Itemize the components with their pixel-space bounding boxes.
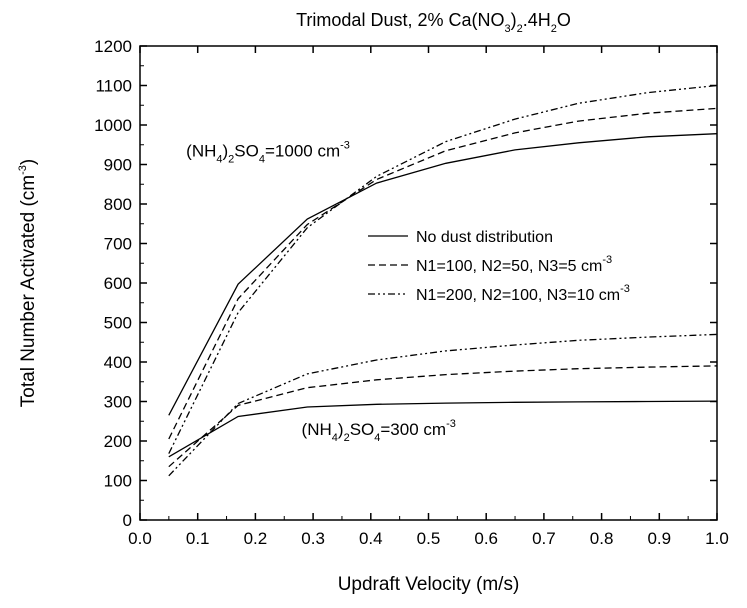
annotation-label: (NH4)2SO4=300 cm-3	[302, 418, 456, 444]
x-tick-label: 0.7	[532, 529, 556, 548]
series-line-1000-dashdotdot	[168, 84, 718, 454]
text-part: N1=100, N2=50, N3=5 cm	[416, 258, 602, 275]
series-line-1000-dashed	[168, 107, 718, 440]
text-part: )	[511, 10, 517, 30]
x-axis-title: Updraft Velocity (m/s)	[338, 574, 520, 595]
text-part: -3	[620, 283, 630, 295]
y-tick-label: 500	[104, 314, 132, 333]
text-part: (NH	[186, 142, 216, 161]
x-tick-label: 1.0	[705, 529, 729, 548]
text-part: No dust distribution	[416, 229, 553, 246]
text-part: =1000 cm	[265, 142, 340, 161]
annotations: (NH4)2SO4=1000 cm-3(NH4)2SO4=300 cm-3	[186, 140, 456, 444]
x-tick-label: 0.5	[417, 529, 441, 548]
text-part: 4	[216, 154, 222, 166]
legend-label: No dust distribution	[416, 229, 553, 246]
y-tick-label: 600	[104, 274, 132, 293]
y-axis-title: Total Number Activated (cm-3)	[17, 159, 39, 407]
y-tick-label: 300	[104, 393, 132, 412]
y-tick-label: 700	[104, 235, 132, 254]
text-part: Trimodal Dust, 2% Ca(NO	[296, 10, 504, 30]
y-tick-label: 1100	[95, 77, 132, 96]
text-part: -3	[602, 254, 612, 266]
text-part: 4	[374, 432, 380, 444]
text-part: 2	[551, 23, 557, 35]
text-part: O	[557, 10, 571, 30]
x-tick-label: 0.0	[128, 529, 152, 548]
text-part: 4	[259, 154, 265, 166]
text-part: -3	[17, 165, 29, 175]
text-part: 2	[517, 23, 523, 35]
text-part: =300 cm	[380, 420, 446, 439]
y-tick-label: 400	[104, 353, 132, 372]
chart-title: Trimodal Dust, 2% Ca(NO3)2.4H2O	[296, 10, 571, 35]
text-part: -3	[340, 140, 350, 152]
y-tick-label: 800	[104, 195, 132, 214]
text-part: -3	[446, 418, 456, 430]
text-part: .4H	[523, 10, 551, 30]
plot-frame	[139, 45, 718, 521]
axis-ticks: 0.0 0.1 0.2 0.3 0.4 0.5 0.6 0.7 0.8 0.9 1.0 0 100 200…	[94, 37, 729, 548]
x-tick-label: 0.4	[359, 529, 383, 548]
annotation-label: (NH4)2SO4=1000 cm-3	[186, 140, 350, 166]
text-part: )	[18, 159, 39, 165]
text-part: N1=200, N2=100, N3=10 cm	[416, 287, 620, 304]
legend: No dust distribution N1=100, N2=50, N3=5 …	[368, 229, 630, 304]
legend-label: N1=200, N2=100, N3=10 cm-3	[416, 283, 630, 304]
text-part: 4	[332, 432, 338, 444]
x-tick-label: 0.8	[590, 529, 614, 548]
text-part: SO	[350, 420, 375, 439]
y-tick-label: 1000	[94, 116, 132, 135]
series-line-1000-solid	[168, 133, 718, 416]
series-line-300-dashdotdot	[168, 333, 718, 477]
y-tick-label: 1200	[94, 37, 132, 56]
y-tick-label: 100	[104, 472, 132, 491]
y-tick-label: 0	[123, 511, 132, 530]
text-part: 2	[228, 154, 234, 166]
text-part: )	[223, 142, 229, 161]
text-part: 3	[504, 23, 510, 35]
series-line-300-dashed	[168, 365, 718, 468]
series-layer	[168, 84, 718, 477]
x-tick-label: 0.9	[647, 529, 671, 548]
y-tick-label: 200	[104, 432, 132, 451]
text-part: (NH	[302, 420, 332, 439]
text-part: )	[338, 420, 344, 439]
x-tick-label: 0.2	[244, 529, 268, 548]
y-tick-label: 900	[104, 156, 132, 175]
text-part: SO	[234, 142, 259, 161]
x-tick-label: 0.6	[474, 529, 498, 548]
text-part: 2	[344, 432, 350, 444]
x-tick-label: 0.1	[186, 529, 210, 548]
text-part: Total Number Activated (cm	[18, 175, 39, 407]
series-line-300-solid	[168, 400, 718, 458]
x-tick-label: 0.3	[301, 529, 325, 548]
legend-label: N1=100, N2=50, N3=5 cm-3	[416, 254, 612, 275]
